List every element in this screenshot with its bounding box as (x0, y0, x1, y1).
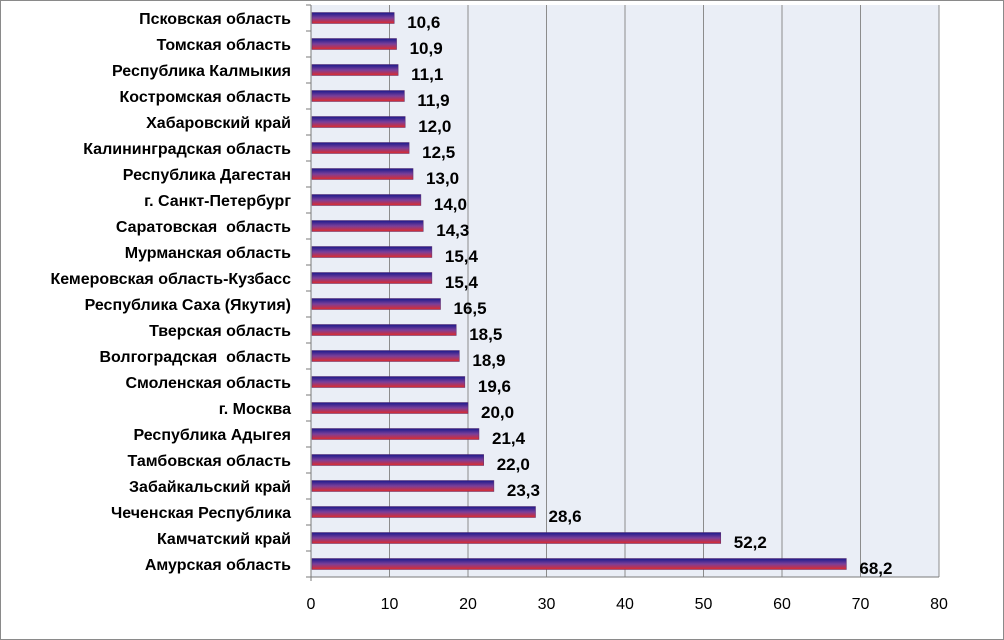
data-label: 68,2 (859, 559, 892, 578)
category-labels: Псковская область Томская область Республи… (50, 11, 291, 574)
category-label: Камчатский край (157, 531, 291, 548)
data-label: 28,6 (549, 507, 582, 526)
category-label: Мурманская область (125, 245, 291, 262)
data-label: 18,9 (472, 351, 505, 370)
category-label: Псковская область (139, 11, 291, 28)
category-label: Смоленская область (125, 375, 291, 392)
category-label: Саратовская область (116, 219, 291, 236)
bar (311, 402, 469, 414)
category-label: Калининградская область (83, 141, 291, 158)
category-label: Кемеровская область-Кузбасс (50, 271, 291, 288)
x-tick-label: 30 (538, 596, 556, 613)
category-label: г. Санкт-Петербург (144, 193, 291, 210)
bars (311, 12, 847, 570)
data-label: 21,4 (492, 429, 526, 448)
data-label: 10,9 (410, 39, 443, 58)
bar (311, 376, 466, 388)
data-label: 52,2 (734, 533, 767, 552)
x-tick-label: 50 (695, 596, 713, 613)
category-label: Забайкальский край (129, 479, 291, 496)
category-label: Чеченская Республика (111, 505, 291, 522)
data-label: 12,5 (422, 143, 455, 162)
category-label: Томская область (157, 37, 292, 54)
data-label: 10,6 (407, 13, 440, 32)
bar (311, 324, 457, 336)
category-label: Тверская область (149, 323, 291, 340)
bar (311, 64, 399, 76)
x-tick-label: 10 (381, 596, 399, 613)
data-label: 22,0 (497, 455, 530, 474)
x-tick-label: 60 (773, 596, 791, 613)
category-label: Республика Дагестан (123, 167, 291, 184)
bar (311, 350, 460, 362)
bar (311, 38, 397, 50)
category-label: Республика Саха (Якутия) (85, 297, 291, 314)
bar (311, 220, 424, 232)
bar (311, 428, 480, 440)
category-label: Волгоградская область (99, 349, 291, 366)
x-tick-label: 20 (459, 596, 477, 613)
data-label: 23,3 (507, 481, 540, 500)
data-label: 16,5 (454, 299, 487, 318)
data-labels: 10,6 10,9 11,1 11,9 12,0 12,5 13,0 14,0 14,3 15,4… (407, 13, 892, 578)
category-label: Тамбовская область (128, 453, 292, 470)
category-label: г. Москва (219, 401, 291, 418)
bar (311, 298, 441, 310)
data-label: 15,4 (445, 247, 479, 266)
bar (311, 532, 722, 544)
x-tick-label: 80 (930, 596, 948, 613)
axes (306, 4, 939, 581)
bar (311, 116, 406, 128)
category-label: Республика Калмыкия (112, 63, 291, 80)
bar (311, 480, 495, 492)
x-tick-label: 70 (852, 596, 870, 613)
data-label: 13,0 (426, 169, 459, 188)
bar (311, 558, 847, 570)
x-tick-label: 40 (616, 596, 634, 613)
category-label: Костромская область (120, 89, 292, 106)
data-label: 11,1 (411, 65, 443, 84)
bar (311, 454, 484, 466)
bar (311, 142, 410, 154)
category-label: Хабаровский край (146, 115, 291, 132)
data-label: 14,0 (434, 195, 467, 214)
data-label: 12,0 (418, 117, 451, 136)
bar (311, 194, 422, 206)
bar (311, 246, 433, 258)
bar (311, 12, 395, 24)
bar (311, 506, 536, 518)
bar (311, 168, 414, 180)
data-label: 11,9 (417, 91, 449, 110)
data-label: 15,4 (445, 273, 479, 292)
x-tick-label: 0 (307, 596, 316, 613)
bar (311, 90, 405, 102)
data-label: 18,5 (469, 325, 502, 344)
category-label: Амурская область (145, 557, 291, 574)
x-tick-labels: 0 10 20 30 40 50 60 70 80 (307, 596, 948, 613)
data-label: 20,0 (481, 403, 514, 422)
data-label: 19,6 (478, 377, 511, 396)
category-label: Республика Адыгея (133, 427, 291, 444)
bar (311, 272, 433, 284)
data-label: 14,3 (436, 221, 469, 240)
